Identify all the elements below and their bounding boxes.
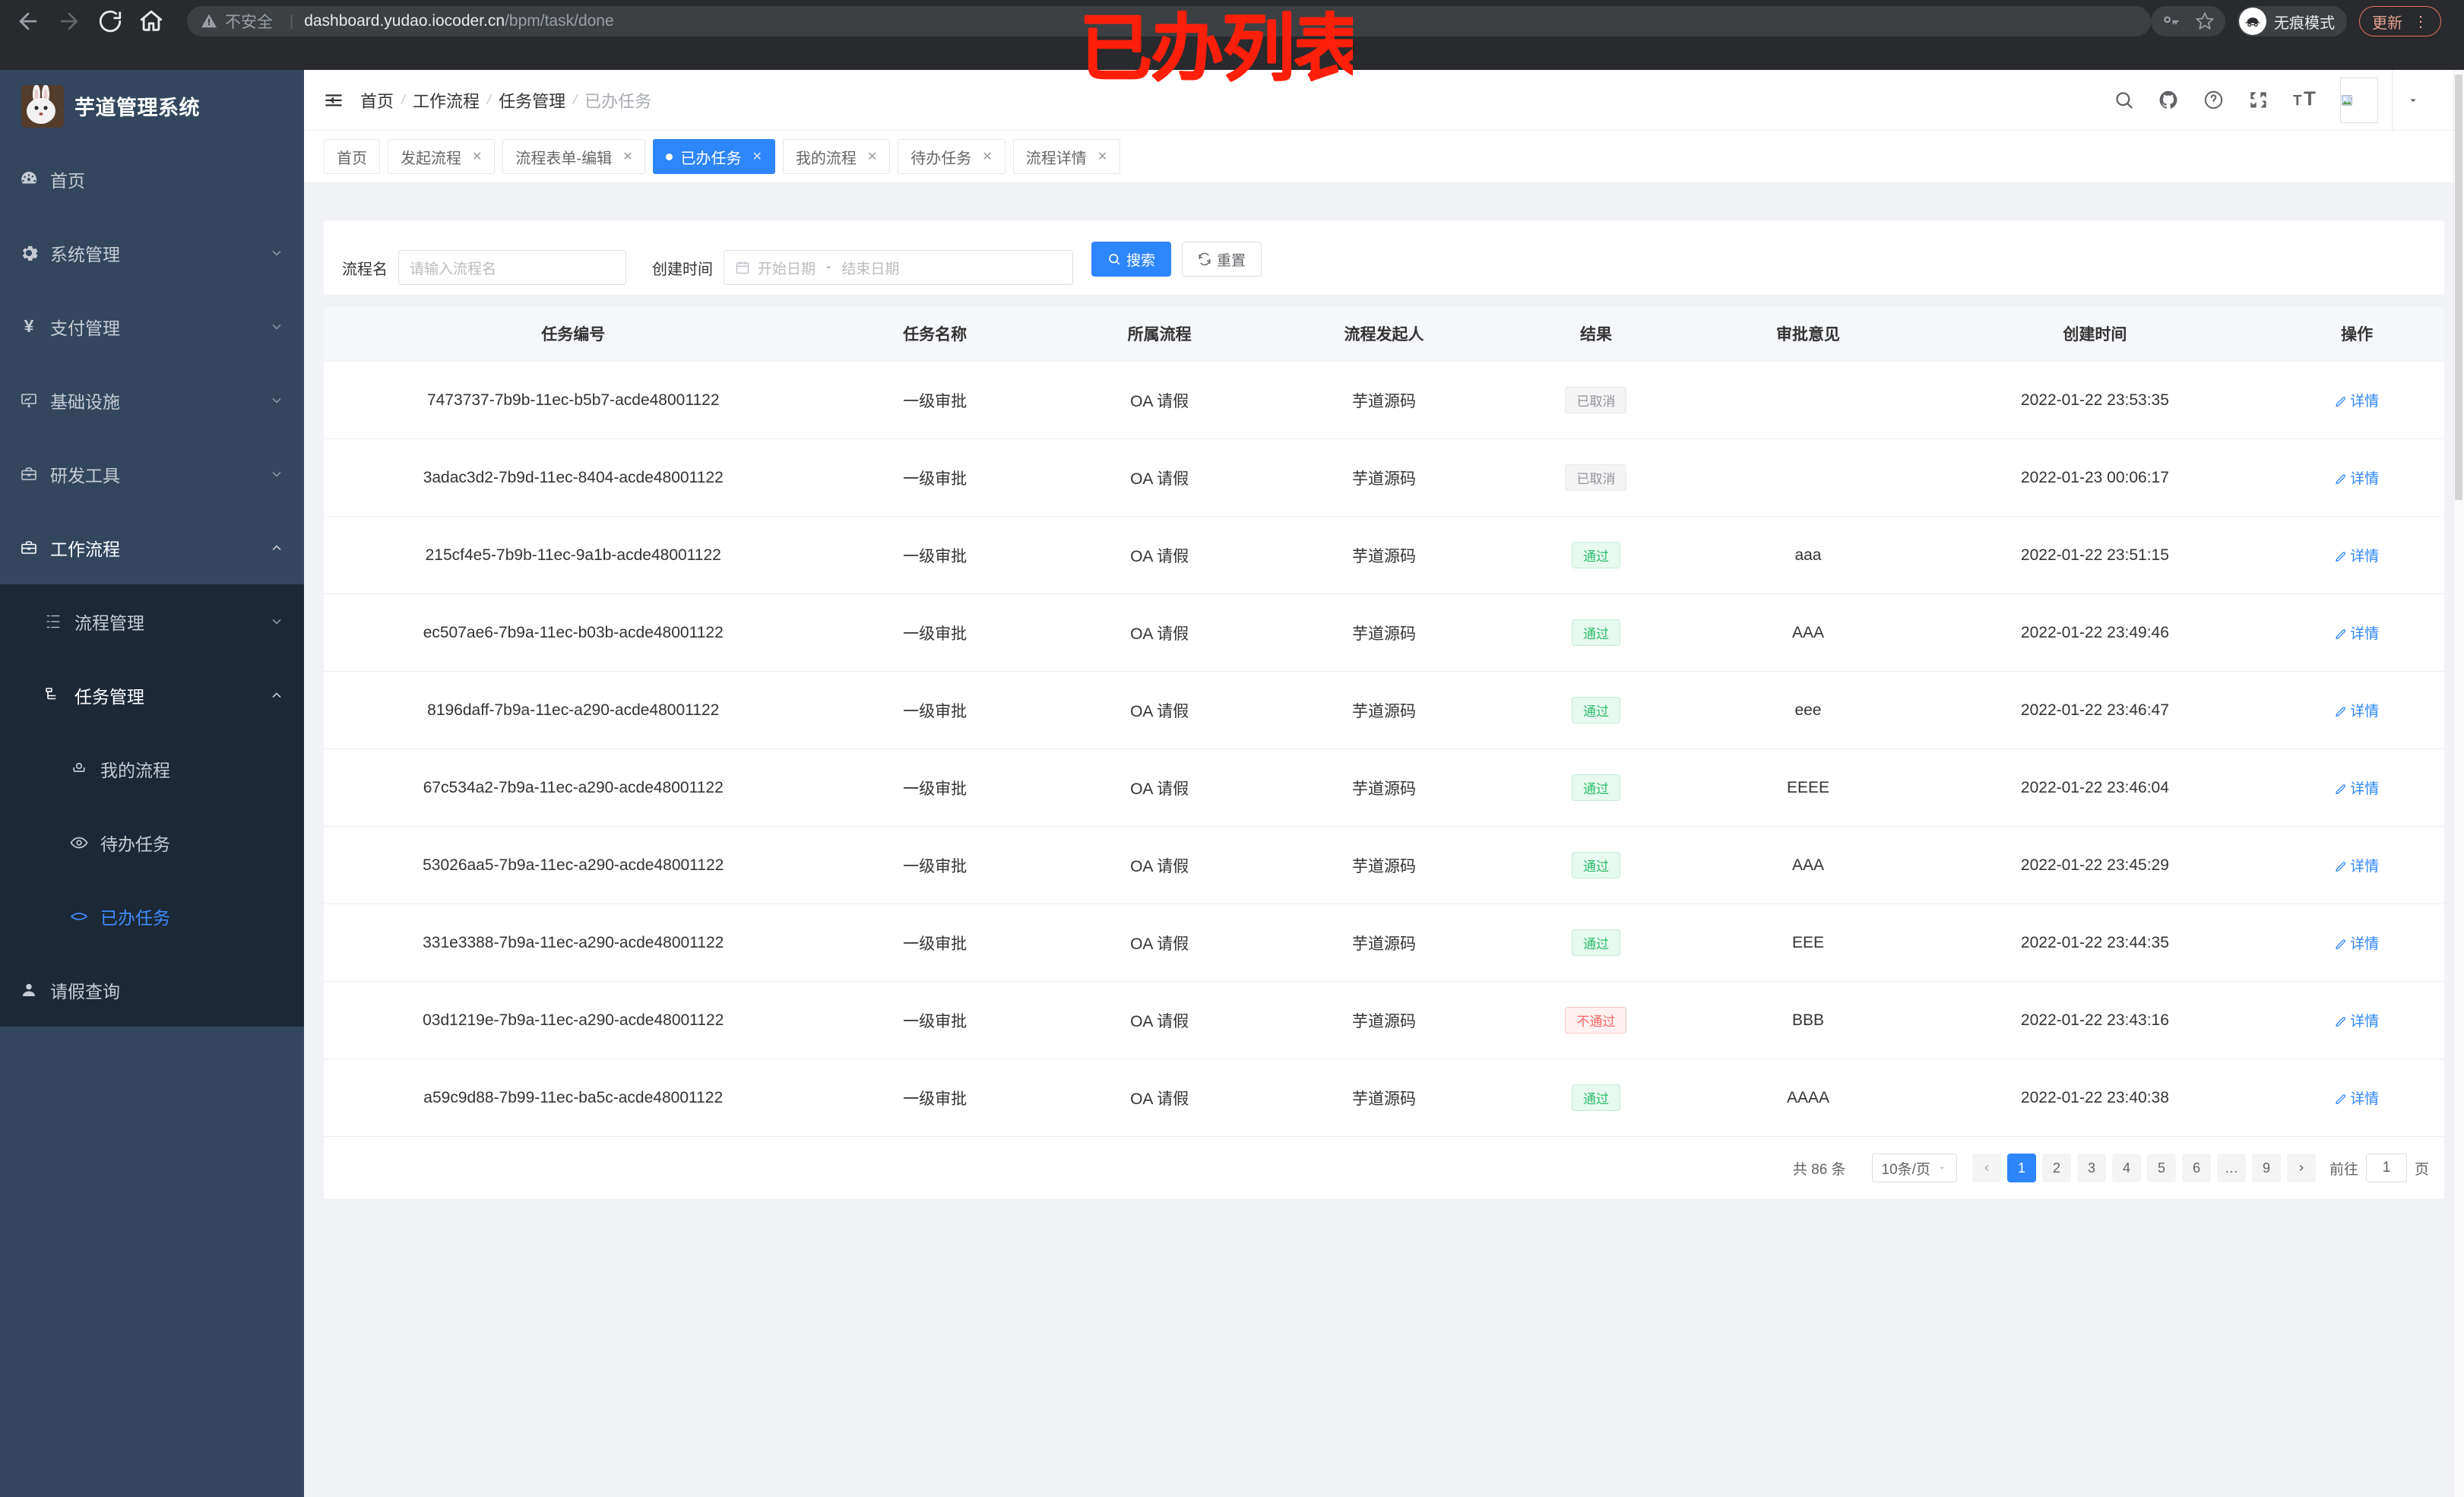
svg-text:已办列表: 已办列表 — [1079, 8, 1353, 90]
svg-text:T: T — [2293, 93, 2302, 109]
svg-text:T: T — [2304, 90, 2316, 110]
